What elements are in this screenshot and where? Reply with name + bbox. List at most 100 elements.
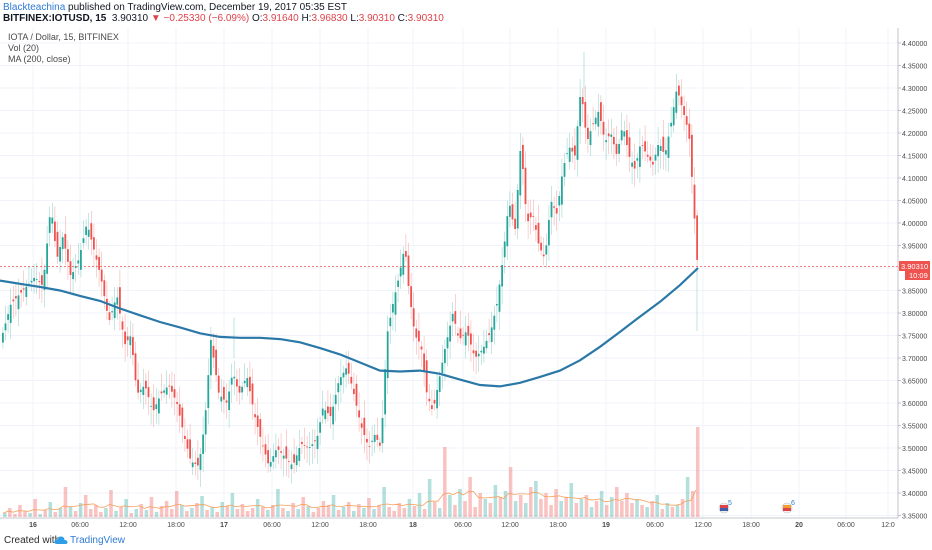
candle-body bbox=[4, 323, 7, 331]
candle-body bbox=[615, 143, 618, 154]
volume-bar bbox=[352, 511, 356, 517]
candle-body bbox=[379, 442, 381, 446]
last-price-tag: 3.90310 10:09 bbox=[899, 261, 930, 280]
volume-bar bbox=[316, 508, 321, 517]
volume-bar bbox=[680, 499, 685, 517]
candle-body bbox=[392, 304, 394, 313]
volume-bar bbox=[190, 508, 194, 517]
author-link[interactable]: Blackteachina bbox=[3, 2, 66, 13]
candle-body bbox=[106, 298, 108, 311]
candle-body bbox=[272, 456, 275, 462]
volume-bar bbox=[346, 502, 351, 517]
candle-body bbox=[321, 408, 324, 416]
x-tick-label: 12:00 bbox=[119, 522, 137, 529]
candle-body bbox=[490, 327, 493, 342]
volume-bar bbox=[453, 505, 457, 517]
candle-body bbox=[269, 461, 272, 467]
volume-bar bbox=[670, 507, 675, 517]
price-chart[interactable]: 4.40000 4.35000 4.30000 4.25000 4.20000 4.150… bbox=[0, 28, 932, 530]
candle-body bbox=[509, 205, 511, 217]
created-with-text: Created with bbox=[4, 535, 61, 546]
candle-body bbox=[165, 387, 168, 395]
candle-body bbox=[587, 127, 589, 139]
volume-bar bbox=[539, 499, 543, 517]
volume-bar bbox=[144, 510, 149, 517]
candle-body bbox=[423, 353, 425, 371]
candle-body bbox=[100, 269, 103, 282]
volume-bar bbox=[503, 491, 508, 517]
candle-body bbox=[251, 383, 254, 405]
x-tick-label: 18:00 bbox=[742, 522, 760, 529]
y-tick-label: 4.15000 bbox=[902, 154, 927, 161]
x-tick-label: 20 bbox=[795, 522, 803, 529]
volume-bar bbox=[311, 512, 316, 517]
candle-body bbox=[633, 160, 636, 169]
candle-body bbox=[685, 116, 688, 125]
y-tick-label: 3.35000 bbox=[902, 514, 927, 521]
candle-body bbox=[290, 464, 293, 470]
volume-bar bbox=[518, 495, 523, 517]
candle-body bbox=[358, 410, 360, 418]
chart-grid bbox=[0, 28, 898, 518]
candle-body bbox=[691, 134, 693, 177]
volume-bar bbox=[584, 495, 589, 517]
volume-bar bbox=[250, 508, 255, 517]
event-flag-2[interactable]: 6 bbox=[781, 500, 795, 514]
volume-bar bbox=[589, 507, 594, 517]
legend-ma[interactable]: MA (200, close) bbox=[8, 54, 71, 64]
candle-body bbox=[324, 410, 327, 420]
candle-body bbox=[113, 302, 116, 319]
y-tick-label: 3.80000 bbox=[902, 311, 927, 318]
candle-body bbox=[90, 223, 93, 240]
candle-body bbox=[54, 221, 56, 241]
candle-body bbox=[444, 349, 446, 364]
candle-body bbox=[594, 117, 597, 125]
candle-body bbox=[163, 390, 165, 393]
candle-body bbox=[64, 233, 67, 249]
candle-body bbox=[607, 133, 610, 137]
volume-bar bbox=[43, 510, 48, 517]
candle-body bbox=[121, 321, 124, 330]
candle-body bbox=[683, 106, 685, 115]
publish-header: Blackteachina published on TradingView.c… bbox=[0, 0, 932, 24]
candle-body bbox=[25, 286, 28, 297]
y-tick-label: 3.85000 bbox=[902, 289, 927, 296]
legend-volume[interactable]: Vol (20) bbox=[8, 43, 40, 53]
volume-bar bbox=[94, 505, 98, 517]
change-value: −0.25330 (−6.09%) bbox=[163, 13, 250, 24]
event-flag-1[interactable]: 5 bbox=[718, 500, 732, 514]
high-label: H: bbox=[301, 13, 312, 24]
volume-bar bbox=[640, 505, 644, 517]
candle-body bbox=[9, 304, 12, 323]
candle-body bbox=[441, 362, 444, 374]
candle-body bbox=[568, 147, 571, 162]
candle-body bbox=[67, 249, 69, 262]
last-price-tag-label: 3.90310 bbox=[901, 262, 928, 271]
volume-bar bbox=[205, 510, 209, 517]
x-tick-label: 06:00 bbox=[646, 522, 664, 529]
volume-bar bbox=[690, 491, 695, 517]
candle-body bbox=[173, 389, 176, 398]
volume-bar bbox=[83, 495, 88, 517]
tradingview-brand[interactable]: TradingView bbox=[70, 535, 126, 546]
candle-body bbox=[241, 386, 243, 393]
candle-body bbox=[223, 387, 225, 400]
candle-body bbox=[459, 328, 462, 339]
time-axis: 16 06:00 12:00 18:00 17 06:00 12:00 18:00 18 06:0… bbox=[29, 522, 895, 529]
volume-bar bbox=[159, 506, 164, 517]
volume-bar bbox=[579, 499, 584, 517]
candle-body bbox=[41, 275, 43, 285]
candle-body bbox=[189, 439, 191, 459]
candle-body bbox=[243, 380, 246, 384]
candle-body bbox=[670, 122, 672, 127]
volume-bar bbox=[154, 512, 159, 517]
candle-body bbox=[389, 317, 392, 327]
candle-body bbox=[87, 229, 90, 237]
candle-body bbox=[584, 101, 587, 128]
volume-bar bbox=[620, 501, 624, 517]
open-label: O: bbox=[251, 13, 263, 24]
candle-body bbox=[275, 450, 277, 458]
down-arrow-icon: ▼ bbox=[150, 13, 161, 24]
volume-bar bbox=[412, 506, 417, 517]
candle-body bbox=[675, 91, 678, 113]
